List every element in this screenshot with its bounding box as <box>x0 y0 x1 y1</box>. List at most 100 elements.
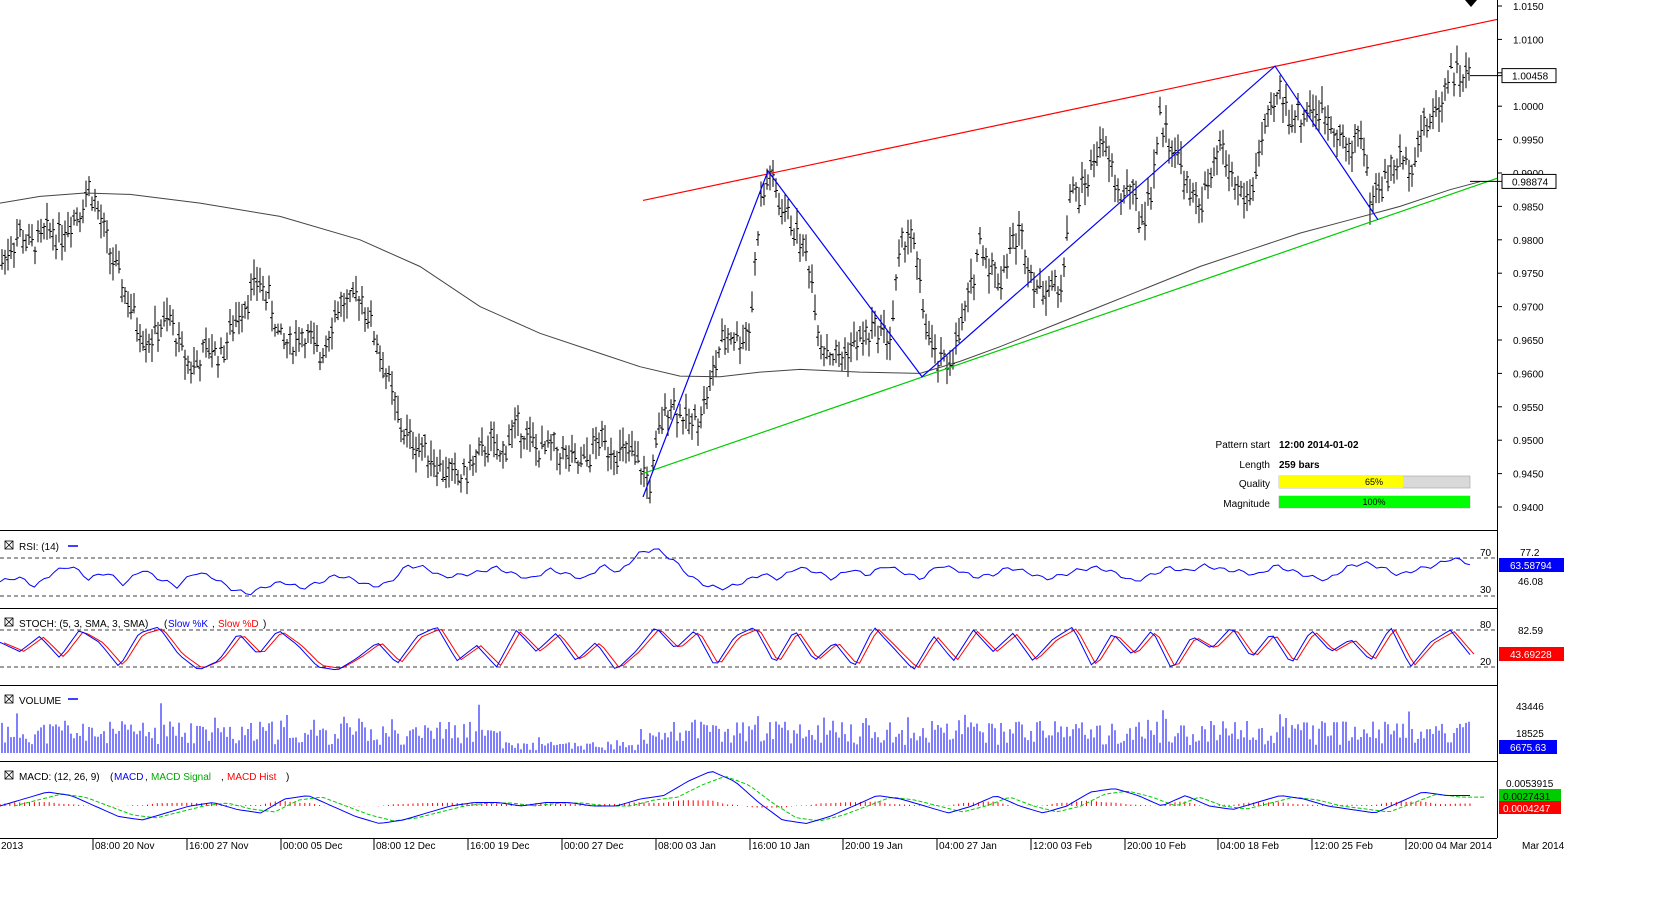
macd-legend-signal: MACD Signal <box>151 772 211 783</box>
svg-text:(: ( <box>110 772 114 783</box>
length-value: 259 bars <box>1279 460 1320 471</box>
price-tick-label: 0.9800 <box>1513 236 1544 247</box>
x-tick-label: 20:00 04 Mar 2014 <box>1408 841 1492 852</box>
rsi-axis-label-1: 77.2 <box>1520 548 1540 559</box>
volume-axis-label-1: 43446 <box>1516 702 1544 713</box>
price-tick-label: 1.0150 <box>1513 2 1544 13</box>
resistance-line <box>642 18 1498 201</box>
x-tick-label: 12:00 03 Feb <box>1033 841 1092 852</box>
volume-collapse-icon[interactable] <box>4 694 14 704</box>
quality-value: 65% <box>1365 477 1383 487</box>
price-tick-label: 0.9950 <box>1513 136 1544 147</box>
rsi-level-70-label: 70 <box>1480 548 1492 559</box>
volume-value-box <box>1499 740 1557 754</box>
x-tick-label: 12:00 25 Feb <box>1314 841 1373 852</box>
price-tick-label: 0.9550 <box>1513 403 1544 414</box>
stoch-legend-k: Slow %K <box>168 619 208 630</box>
magnitude-bar-fill <box>1279 496 1470 508</box>
price-label-text: 1.00458 <box>1512 72 1549 83</box>
rsi-title: RSI: (14) <box>19 542 59 553</box>
svg-text:): ) <box>286 772 289 783</box>
price-tick-label: 0.9450 <box>1513 470 1544 481</box>
volume-title: VOLUME <box>19 696 62 707</box>
pattern-start-label: Pattern start <box>1216 440 1271 451</box>
volume-axis-label-2: 18525 <box>1516 729 1544 740</box>
length-label: Length <box>1239 460 1270 471</box>
x-tick-label: Mar 2014 <box>1522 841 1565 852</box>
rsi-panel: RSI: (14) 70 30 77.2 46.08 63.58794 <box>0 540 1564 597</box>
price-label-text: 0.98874 <box>1512 177 1549 188</box>
price-tick-label: 0.9850 <box>1513 202 1544 213</box>
macd-collapse-icon[interactable] <box>4 770 14 780</box>
price-tick-label: 0.9600 <box>1513 369 1544 380</box>
stoch-title: STOCH: (5, 3, SMA, 3, SMA) <box>19 619 148 630</box>
macd-value-1: 0.0027431 <box>1503 792 1551 803</box>
rsi-value: 63.58794 <box>1510 561 1552 572</box>
macd-legend-macd: MACD <box>114 772 143 783</box>
macd-title: MACD: (12, 26, 9) <box>19 772 100 783</box>
rsi-value-box <box>1499 558 1564 572</box>
price-tick-label: 0.9650 <box>1513 336 1544 347</box>
pattern-start-value: 12:00 2014-01-02 <box>1279 440 1359 451</box>
magnitude-value: 100% <box>1362 497 1385 507</box>
macd-value-2: 0.0004247 <box>1503 804 1551 815</box>
x-tick-label: 2013 <box>1 841 24 852</box>
rsi-collapse-icon[interactable] <box>4 540 14 550</box>
macd-legend-hist: MACD Hist <box>227 772 277 783</box>
macd-value-box-2 <box>1499 801 1561 814</box>
price-tick-label: 0.9700 <box>1513 303 1544 314</box>
x-tick-label: 08:00 03 Jan <box>658 841 716 852</box>
x-tick-label: 00:00 27 Dec <box>564 841 624 852</box>
x-tick-label: 08:00 12 Dec <box>376 841 436 852</box>
stoch-collapse-icon[interactable] <box>4 617 14 627</box>
rsi-level-30-label: 30 <box>1480 585 1492 596</box>
svg-text:,: , <box>212 619 215 630</box>
x-tick-label: 16:00 19 Dec <box>470 841 530 852</box>
macd-panel: MACD: (12, 26, 9) ( MACD , MACD Signal ,… <box>0 770 1561 825</box>
macd-line <box>0 771 1470 825</box>
macd-value-box-1 <box>1499 789 1561 802</box>
quality-bar-fill <box>1279 476 1404 488</box>
scroll-marker-icon[interactable] <box>1465 0 1477 7</box>
rsi-line <box>0 548 1471 596</box>
volume-panel: VOLUME 43446 18525 6675.63 <box>1 694 1557 754</box>
price-tick-label: 0.9750 <box>1513 269 1544 280</box>
x-tick-label: 08:00 20 Nov <box>95 841 155 852</box>
x-tick-label: 04:00 27 Jan <box>939 841 997 852</box>
price-tick-label: 1.0000 <box>1513 102 1544 113</box>
price-tick-label: 1.0100 <box>1513 35 1544 46</box>
quality-label: Quality <box>1239 479 1270 490</box>
volume-bars <box>1 703 1470 753</box>
price-labels: 1.00458 0.98874 <box>1470 68 1557 189</box>
moving-average-line <box>0 181 1481 378</box>
price-tick-label: 0.9400 <box>1513 503 1544 514</box>
rsi-axis-label-2: 46.08 <box>1518 577 1543 588</box>
price-label-box <box>1501 68 1557 84</box>
svg-text:,: , <box>145 772 148 783</box>
pattern-lines <box>0 18 1498 498</box>
x-tick-label: 16:00 10 Jan <box>752 841 810 852</box>
x-tick-label: 00:00 05 Dec <box>283 841 343 852</box>
stoch-k-line <box>0 626 1471 671</box>
pattern-line <box>642 65 1379 498</box>
stoch-level-20-label: 20 <box>1480 657 1492 668</box>
x-tick-label: 04:00 18 Feb <box>1220 841 1279 852</box>
price-label-box <box>1501 173 1557 189</box>
magnitude-label: Magnitude <box>1223 499 1270 510</box>
svg-text:,: , <box>221 772 224 783</box>
stoch-value: 43.69228 <box>1510 650 1552 661</box>
x-tick-label: 20:00 19 Jan <box>845 841 903 852</box>
volume-value: 6675.63 <box>1510 743 1547 754</box>
macd-signal-line <box>13 776 1484 822</box>
stoch-panel: STOCH: (5, 3, SMA, 3, SMA) ( Slow %K , S… <box>0 617 1564 671</box>
macd-axis-label-1: 0.0053915 <box>1506 779 1554 790</box>
x-axis: 2013 08:00 20 Nov 16:00 27 Nov 00:00 05 Dec… <box>1 838 1565 852</box>
pattern-info: Pattern start 12:00 2014-01-02 Length 25… <box>1216 440 1471 510</box>
price-tick-label: 0.9500 <box>1513 436 1544 447</box>
stoch-legend-d: Slow %D <box>218 619 259 630</box>
price-bars <box>0 45 1471 504</box>
support-line <box>642 177 1498 475</box>
svg-text:(: ( <box>164 619 168 630</box>
svg-text:): ) <box>263 619 266 630</box>
